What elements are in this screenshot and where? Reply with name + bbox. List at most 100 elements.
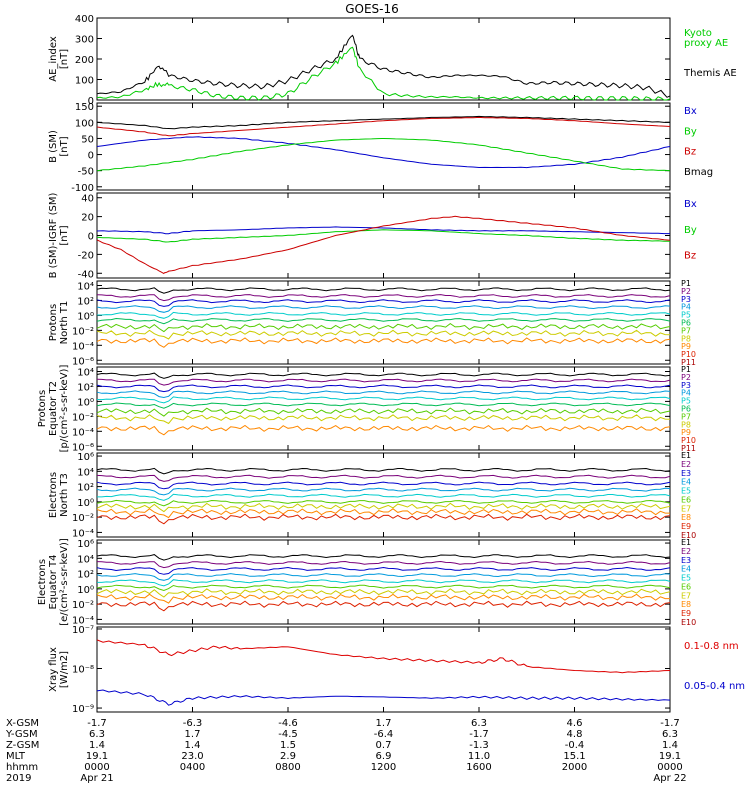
legend-entry: P11: [681, 444, 696, 453]
y-tick-label: 10⁴: [77, 281, 94, 292]
series-line: [96, 689, 671, 706]
legend-entry: Themis AE: [683, 68, 737, 79]
footer-cell: 4.6: [567, 718, 583, 729]
y-axis-label: North T3: [59, 473, 70, 517]
footer-cell: 2.9: [280, 751, 296, 762]
flux-channel-line: [96, 384, 671, 393]
y-axis-label: [W/m2]: [59, 651, 70, 688]
footer-cell: 0.7: [376, 740, 392, 751]
y-tick-label: 0: [88, 232, 94, 243]
y-axis-label: B (SM)-IGRF (SM): [48, 193, 59, 279]
footer-cell: -1.7: [87, 718, 107, 729]
panel-ee: 10⁶ 10⁴ 10² 10⁰ 10⁻² 10⁻⁴ Electrons Equator T4[…: [37, 538, 696, 627]
flux-channel-line: [96, 584, 671, 592]
y-axis-label: Xray flux: [48, 647, 59, 692]
footer-cell: 0800: [275, 762, 300, 773]
y-tick-label: -40: [78, 269, 94, 280]
panel-frame: [96, 192, 671, 279]
legend-entry: Bz: [684, 251, 696, 262]
panel-frame: [96, 280, 671, 365]
flux-channel-line: [96, 337, 671, 348]
flux-channel-line: [96, 402, 671, 409]
panel-bigrf: 40 20 0 -20 -40 B (SM)-IGRF (SM) [nT] Bx By Bz: [48, 192, 697, 280]
y-tick-label: 10⁻⁸: [72, 665, 94, 676]
footer-cell: 6.9: [376, 751, 392, 762]
legend-entry: E2: [681, 547, 691, 556]
footer-cell: 1.5: [280, 740, 296, 751]
y-tick-label: 10⁻⁴: [72, 528, 94, 539]
legend-entry: Bx: [684, 106, 697, 117]
flux-channel-line: [96, 487, 671, 496]
y-axis-label: Equator T2: [48, 381, 59, 436]
footer-cell: 1600: [466, 762, 491, 773]
series-line: [96, 46, 671, 101]
series-line: [96, 639, 671, 674]
legend-entry: E4: [681, 478, 691, 487]
legend-entry: Bz: [684, 147, 696, 158]
legend-entry: E8: [681, 600, 691, 609]
flux-channel-line: [96, 372, 671, 379]
y-tick-label: 10⁻⁴: [72, 427, 94, 438]
legend-entry: By: [684, 126, 697, 137]
y-axis-label: B (SM): [48, 130, 59, 163]
legend-entry: P3: [681, 381, 691, 390]
y-tick-label: 10⁻⁶: [72, 356, 94, 367]
flux-channel-line: [96, 593, 670, 604]
y-tick-label: 10²: [77, 382, 94, 393]
footer-cell: 6.3: [89, 729, 105, 740]
y-tick-label: 10²: [77, 483, 94, 494]
y-tick-label: 20: [81, 213, 94, 224]
y-tick-label: 40: [81, 194, 94, 205]
y-tick-label: 10⁻²: [72, 513, 94, 524]
footer-cell: 1.4: [662, 740, 678, 751]
footer-cell: -6.4: [374, 729, 394, 740]
y-axis-label: [nT]: [59, 136, 70, 156]
footer-cell: 15.1: [563, 751, 585, 762]
legend-entry: P9: [681, 342, 691, 351]
y-tick-label: 10⁰: [77, 585, 94, 596]
legend-entry: P8: [681, 334, 691, 343]
legend-entry: E10: [681, 531, 696, 540]
footer-cell: -1.3: [469, 740, 489, 751]
footer-cell: 1.4: [89, 740, 105, 751]
legend-entry: Bmag: [684, 167, 713, 178]
flux-channel-line: [96, 322, 671, 333]
legend-entry: E10: [681, 618, 696, 627]
footer-cell: -4.5: [278, 729, 298, 740]
footer-cell: 0400: [180, 762, 205, 773]
panel-frame: [96, 17, 671, 101]
panel-pe: 10⁴ 10² 10⁰ 10⁻² 10⁻⁴ 10⁻⁶ Protons Equator T2 [p…: [37, 365, 696, 454]
legend-entry: P10: [681, 350, 696, 359]
flux-channel-line: [96, 305, 671, 313]
flux-channel-line: [96, 329, 671, 340]
legend-entry: E3: [681, 469, 691, 478]
flux-channel-line: [97, 493, 671, 501]
footer-cell: -6.3: [183, 718, 203, 729]
flux-channel-line: [96, 474, 671, 482]
plot-title: GOES-16: [345, 2, 399, 16]
legend-entry: Bx: [684, 199, 697, 210]
y-axis-label: Protons: [48, 304, 59, 341]
footer-row-label: MLT: [6, 751, 26, 762]
legend-entry: P1: [681, 279, 691, 288]
footer-cell: Apr 21: [80, 773, 113, 784]
legend-entry: P2: [681, 287, 691, 296]
y-axis-label: North T1: [59, 301, 70, 345]
y-tick-label: 10⁻⁷: [72, 625, 94, 636]
legend-entry: E8: [681, 513, 691, 522]
flux-channel-line: [96, 566, 671, 575]
y-tick-label: 10⁻²: [72, 600, 94, 611]
y-tick-label: 10⁰: [77, 311, 94, 322]
footer-cell: 0000: [84, 762, 109, 773]
flux-channel-line: [96, 424, 671, 436]
y-axis-label: AE_index: [48, 36, 59, 82]
series-line: [96, 215, 671, 275]
flux-channel-line: [96, 508, 670, 519]
flux-channel-line: [96, 554, 671, 561]
y-tick-label: 10⁰: [77, 498, 94, 509]
footer-cell: 1200: [371, 762, 396, 773]
legend-entry: By: [684, 225, 697, 236]
